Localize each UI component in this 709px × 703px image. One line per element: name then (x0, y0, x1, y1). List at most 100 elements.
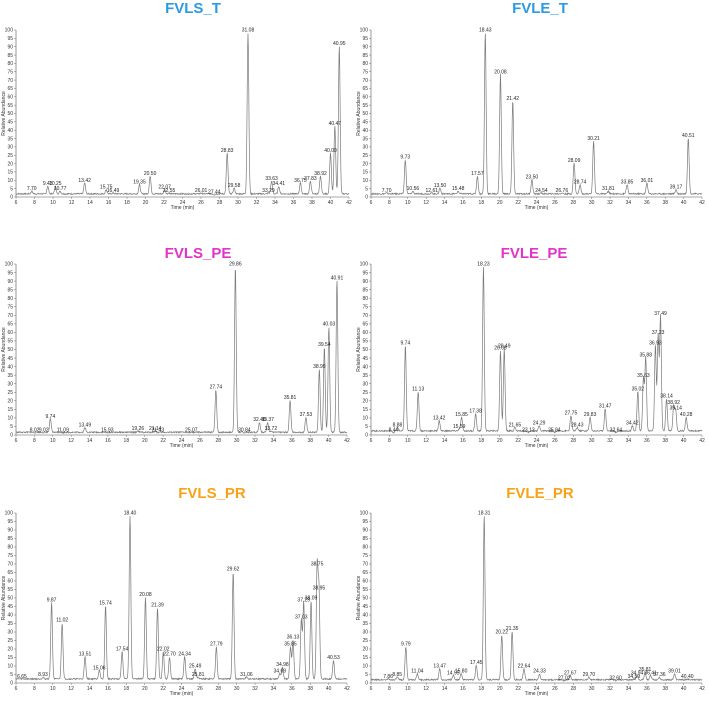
y-tick-label: 85 (362, 287, 368, 293)
y-tick-label: 75 (362, 304, 368, 310)
peak-label: 8.44 (389, 427, 399, 433)
x-tick-label: 28 (570, 686, 576, 692)
peak-label: 29.62 (227, 567, 240, 573)
y-tick-label: 80 (362, 296, 368, 302)
peak-label: 28.83 (221, 148, 234, 154)
peak-label: 33.85 (621, 180, 634, 186)
y-tick-label: 95 (7, 519, 13, 525)
peak-label: 36.01 (641, 178, 654, 184)
peak-label: 39.54 (318, 342, 331, 348)
y-tick-label: 30 (7, 145, 13, 151)
y-tick-label: 95 (362, 36, 368, 42)
y-tick-label: 90 (362, 528, 368, 534)
y-tick-label: 15 (362, 655, 368, 661)
x-tick-label: 32 (254, 200, 260, 206)
peak-label: 39.17 (670, 185, 683, 191)
y-tick-label: 65 (7, 322, 13, 328)
y-tick-label: 25 (7, 390, 13, 396)
x-axis-label: Time (min) (170, 691, 194, 697)
x-tick-label: 34 (271, 686, 277, 692)
x-tick-label: 16 (105, 686, 111, 692)
x-tick-label: 12 (423, 686, 429, 692)
y-tick-label: 45 (7, 356, 13, 362)
peak-label: 33.29 (262, 188, 275, 194)
x-tick-label: 28 (215, 686, 221, 692)
x-tick-label: 34 (626, 438, 632, 444)
peak-label: 35.85 (284, 642, 297, 648)
y-axis-label: Relative Abundance (356, 327, 362, 372)
y-tick-label: 45 (362, 604, 368, 610)
peak-label: 19.35 (133, 180, 146, 186)
peak-label: 21.42 (507, 96, 520, 102)
x-tick-label: 18 (479, 200, 485, 206)
peak-label: 8.85 (392, 672, 402, 678)
y-tick-label: 35 (7, 621, 13, 627)
x-tick-label: 10 (50, 686, 56, 692)
peak-label: 15.06 (93, 665, 106, 671)
peak-label: 14.95 (447, 670, 460, 676)
x-tick-label: 26 (552, 438, 558, 444)
x-tick-label: 12 (423, 200, 429, 206)
peak-label: 40.95 (333, 41, 346, 47)
x-tick-label: 38 (307, 438, 313, 444)
y-tick-label: 100 (360, 511, 369, 517)
peak-label: 34.69 (274, 669, 287, 675)
y-tick-label: 45 (362, 356, 368, 362)
chart-panel-3: FVLE_PE 0 5 10 15 20 25 30 35 40 45 50 55 60 65 70 75 80 8… (356, 245, 705, 449)
x-tick-label: 26 (552, 200, 558, 206)
peak-label: 38.92 (314, 171, 327, 177)
y-tick-label: 30 (7, 381, 13, 387)
x-tick-label: 18 (124, 200, 130, 206)
x-tick-label: 8 (33, 686, 36, 692)
x-tick-label: 18 (479, 686, 485, 692)
peak-label: 32.48 (253, 417, 266, 423)
peak-label: 12.61 (426, 188, 439, 194)
x-tick-label: 28 (217, 200, 223, 206)
x-tick-label: 26 (552, 686, 558, 692)
peak-label: 35.02 (632, 386, 645, 392)
peak-label: 17.54 (116, 647, 129, 653)
peak-label: 28.09 (568, 158, 581, 164)
y-tick-label: 90 (7, 528, 13, 534)
x-tick-label: 36 (291, 200, 297, 206)
y-tick-label: 10 (7, 178, 13, 184)
chart-title: FVLS_PR (178, 485, 246, 502)
peak-label: 38.99 (313, 364, 326, 370)
y-tick-label: 60 (362, 95, 368, 101)
peak-label: 10.56 (407, 186, 420, 192)
peak-label: 13.49 (79, 422, 92, 428)
peak-label: 35.63 (637, 373, 650, 379)
peak-label: 27.67 (564, 670, 577, 676)
x-tick-label: 24 (534, 686, 540, 692)
peak-label: 18.40 (124, 511, 137, 517)
y-tick-label: 30 (362, 381, 368, 387)
y-tick-label: 20 (362, 647, 368, 653)
y-tick-label: 15 (7, 407, 13, 413)
y-tick-label: 40 (362, 364, 368, 370)
x-tick-label: 30 (589, 686, 595, 692)
x-tick-label: 8 (33, 200, 36, 206)
x-tick-label: 16 (460, 438, 466, 444)
y-tick-label: 15 (362, 407, 368, 413)
y-tick-label: 15 (362, 170, 368, 176)
chromatogram-trace (370, 33, 703, 196)
peak-label: 33.37 (261, 417, 274, 423)
peak-label: 34.41 (273, 181, 286, 187)
x-axis-label: Time (min) (525, 691, 549, 697)
x-tick-label: 16 (106, 200, 112, 206)
peak-label: 13.42 (78, 178, 91, 184)
y-tick-label: 95 (7, 270, 13, 276)
x-tick-label: 40 (681, 200, 687, 206)
x-tick-label: 22 (515, 200, 521, 206)
y-tick-label: 35 (362, 373, 368, 379)
y-tick-label: 85 (362, 536, 368, 542)
peak-label: 24.29 (533, 421, 546, 427)
y-tick-label: 35 (7, 136, 13, 142)
x-tick-label: 28 (215, 438, 221, 444)
y-tick-label: 65 (7, 86, 13, 92)
x-tick-label: 40 (326, 686, 332, 692)
y-tick-label: 80 (7, 61, 13, 67)
peak-label: 31.47 (599, 404, 612, 410)
peak-label: 17.57 (471, 171, 484, 177)
x-tick-label: 26 (197, 686, 203, 692)
